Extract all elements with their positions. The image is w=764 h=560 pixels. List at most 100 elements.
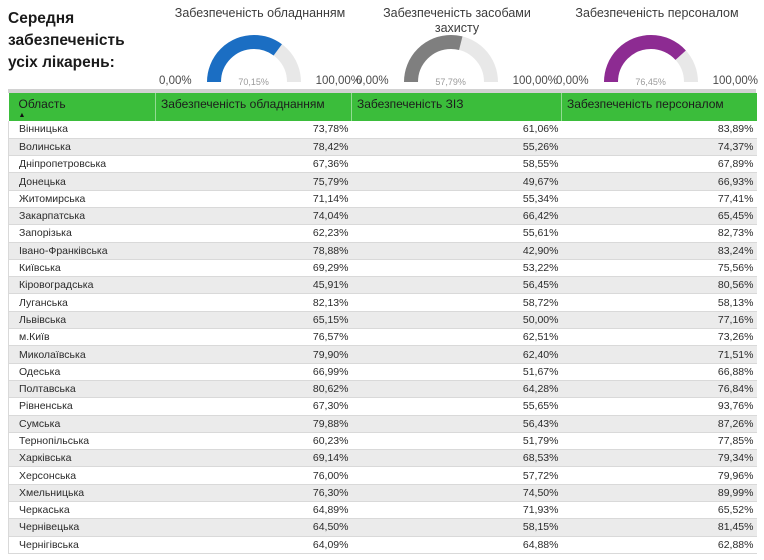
personnel-cell: 74,37% [717,140,754,153]
column-header-equipment[interactable]: Забезпеченість обладнанням [155,93,352,121]
equipment-cell: 82,13% [312,296,349,309]
table-row[interactable]: Одеська 66,99% 51,67% 66,88% [8,363,757,381]
personnel-cell: 73,26% [717,331,754,344]
region-cell: Кіровоградська [19,279,94,292]
table-row[interactable]: Закарпатська 74,04% 66,42% 65,45% [8,207,757,225]
ppe-cell: 51,67% [522,365,559,378]
ppe-cell: 51,79% [522,434,559,447]
equipment-cell: 62,23% [312,227,349,240]
equipment-cell: 74,04% [312,210,349,223]
table-row[interactable]: Івано-Франківська 78,88% 42,90% 83,24% [8,242,757,260]
personnel-cell: 77,41% [717,192,754,205]
region-cell: Рівненська [19,400,73,413]
ppe-cell: 62,51% [522,331,559,344]
region-cell: Хмельницька [19,486,85,499]
ppe-cell: 62,40% [522,348,559,361]
personnel-cell: 65,45% [717,210,754,223]
personnel-cell: 82,73% [717,227,754,240]
region-cell: Полтавська [19,383,76,396]
gauge-max-label: 100,00% [712,75,758,87]
ppe-cell: 71,93% [522,504,559,517]
gauge-equipment[interactable]: Забезпеченість обладнанням 0,00% 70,15% … [159,0,361,88]
table-row[interactable]: Черкаська 64,89% 71,93% 65,52% [8,501,757,519]
table-header-row: Область ▲ Забезпеченість обладнанням Заб… [8,93,757,121]
table-row[interactable]: Чернівецька 64,50% 58,15% 81,45% [8,518,757,537]
table-row[interactable]: Запорізька 62,23% 55,61% 82,73% [8,224,757,243]
table-row[interactable]: Дніпропетровська 67,36% 58,55% 67,89% [8,155,757,173]
table-row[interactable]: Волинська 78,42% 55,26% 74,37% [8,138,757,156]
column-header-ppe[interactable]: Забезпеченість ЗІЗ [351,93,562,121]
table-row[interactable]: Львівська 65,15% 50,00% 77,16% [8,311,757,329]
region-cell: Сумська [19,417,61,430]
gauge-min-label: 0,00% [555,75,589,87]
table-row[interactable]: Миколаївська 79,90% 62,40% 71,51% [8,345,757,364]
gauge-protective-equipment[interactable]: Забезпеченість засобами захисту 0,00% 57… [356,0,558,88]
ppe-cell: 68,53% [522,452,559,465]
personnel-cell: 66,93% [717,175,754,188]
ppe-cell: 56,45% [522,279,559,292]
region-cell: Запорізька [19,227,72,240]
ppe-cell: 74,50% [522,486,559,499]
column-header-region-label: Область [18,97,66,111]
region-cell: Львівська [19,313,67,326]
personnel-cell: 65,52% [717,504,754,517]
gauge-personnel[interactable]: Забезпеченість персоналом 0,00% 76,45% 1… [554,0,760,88]
table-row[interactable]: Сумська 79,88% 56,43% 87,26% [8,415,757,433]
table-row[interactable]: Кіровоградська 45,91% 56,45% 80,56% [8,276,757,294]
gauge-min-label: 0,00% [159,75,192,87]
equipment-cell: 79,88% [312,417,349,430]
ppe-cell: 58,72% [522,296,559,309]
table-row[interactable]: Київська 69,29% 53,22% 75,56% [8,259,757,277]
region-cell: Донецька [19,175,66,188]
ppe-cell: 55,34% [522,192,559,205]
personnel-cell: 80,56% [717,279,754,292]
table-row[interactable]: Чернігівська 64,09% 64,88% 62,88% [8,536,757,554]
region-cell: Чернівецька [19,521,80,534]
personnel-cell: 87,26% [717,417,754,430]
region-cell: Одеська [19,365,61,378]
ppe-cell: 49,67% [522,175,559,188]
personnel-cell: 76,84% [717,383,754,396]
gauge-equipment-title: Забезпеченість обладнанням [174,6,346,20]
ppe-cell: 55,61% [522,227,559,240]
ppe-cell: 66,42% [522,210,559,223]
column-header-region[interactable]: Область ▲ [8,93,156,121]
table-row[interactable]: Донецька 75,79% 49,67% 66,93% [8,172,757,191]
table-row[interactable]: Рівненська 67,30% 55,65% 93,76% [8,397,757,416]
column-header-personnel[interactable]: Забезпеченість персоналом [561,93,757,121]
ppe-cell: 58,15% [522,521,559,534]
table-row[interactable]: Житомирська 71,14% 55,34% 77,41% [8,190,757,208]
personnel-cell: 77,85% [717,434,754,447]
equipment-cell: 78,42% [312,140,349,153]
ppe-cell: 50,00% [522,313,559,326]
table-row[interactable]: Тернопільська 60,23% 51,79% 77,85% [8,432,757,450]
table-row[interactable]: Хмельницька 76,30% 74,50% 89,99% [8,484,757,502]
table-row[interactable]: Луганська 82,13% 58,72% 58,13% [8,293,757,312]
gauge-arc [403,35,498,83]
equipment-cell: 64,50% [312,521,349,534]
region-cell: Закарпатська [19,210,86,223]
table-row[interactable]: Вінницька 73,78% 61,06% 83,89% [8,121,757,139]
ppe-cell: 64,28% [522,383,559,396]
region-cell: Житомирська [19,192,86,205]
ppe-cell: 64,88% [522,538,559,551]
region-cell: Івано-Франківська [19,244,108,257]
table-row[interactable]: Полтавська 80,62% 64,28% 76,84% [8,380,757,398]
region-cell: Миколаївська [19,348,86,361]
table-row[interactable]: м.Київ 76,57% 62,51% 73,26% [8,328,757,346]
equipment-cell: 76,30% [312,486,349,499]
region-cell: Вінницька [19,123,68,136]
table-row[interactable]: Харківська 69,14% 68,53% 79,34% [8,449,757,467]
ppe-cell: 53,22% [522,262,559,275]
equipment-cell: 64,09% [312,538,349,551]
personnel-cell: 83,24% [717,244,754,257]
equipment-cell: 65,15% [312,313,349,326]
equipment-cell: 80,62% [312,383,349,396]
ppe-cell: 42,90% [522,244,559,257]
table-row[interactable]: Херсонська 76,00% 57,72% 79,96% [8,466,757,485]
gauge-max-label: 100,00% [512,75,559,87]
gauge-value: 76,45% [635,77,666,87]
sort-ascending-icon: ▲ [18,112,26,119]
equipment-cell: 69,29% [312,262,349,275]
